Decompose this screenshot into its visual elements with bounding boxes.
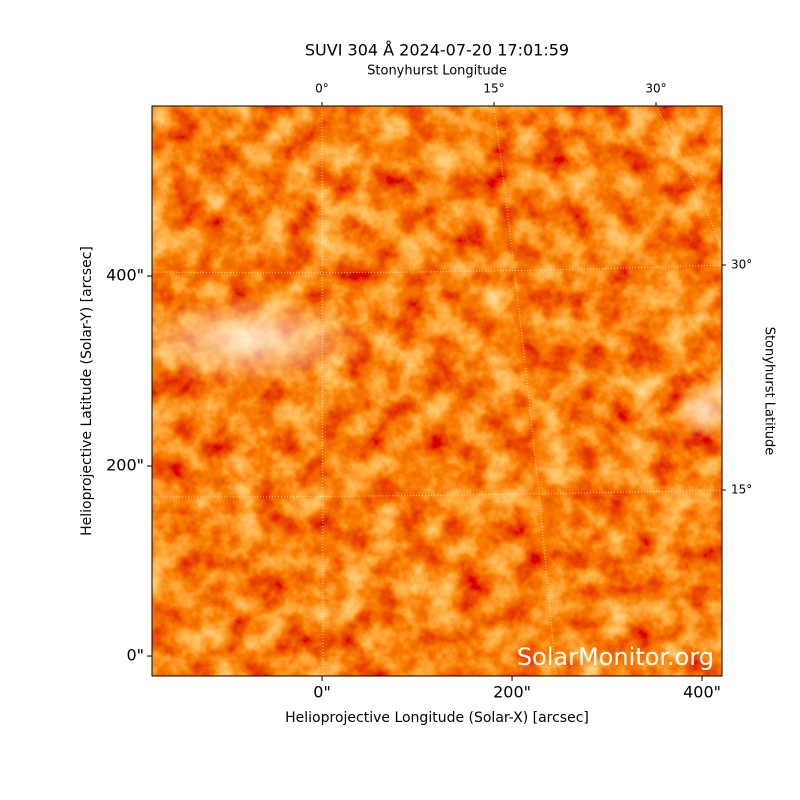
frame	[151, 105, 723, 677]
y-tick-label: 200"	[106, 456, 144, 475]
top-tick-label: 30°	[645, 82, 666, 96]
right-axis-label: Stonyhurst Latitude	[762, 327, 777, 456]
y-tick-label: 400"	[106, 266, 144, 285]
top-tick-label: 0°	[315, 82, 329, 96]
watermark: SolarMonitor.org	[517, 643, 714, 671]
x-axis-label: Helioprojective Longitude (Solar-X) [arc…	[285, 710, 589, 726]
y-axis-label: Helioprojective Latitude (Solar-Y) [arcs…	[79, 246, 95, 536]
x-tick-label: 400"	[683, 683, 721, 702]
image	[152, 106, 722, 676]
y-tick-label: 0"	[126, 646, 144, 665]
top-tick-label: 15°	[483, 82, 504, 96]
chart-title: SUVI 304 Å 2024-07-20 17:01:59	[305, 41, 569, 60]
bright-region	[130, 295, 370, 385]
bright-region	[675, 380, 735, 440]
x-tick-label: 200"	[493, 683, 531, 702]
x-tick-label: 0"	[313, 683, 331, 702]
solar-image	[130, 105, 735, 677]
right-tick-label: 30°	[731, 258, 752, 272]
top-axis-label: Stonyhurst Longitude	[367, 64, 507, 79]
lon-grid	[321, 105, 324, 677]
right-tick-label: 15°	[731, 483, 752, 497]
